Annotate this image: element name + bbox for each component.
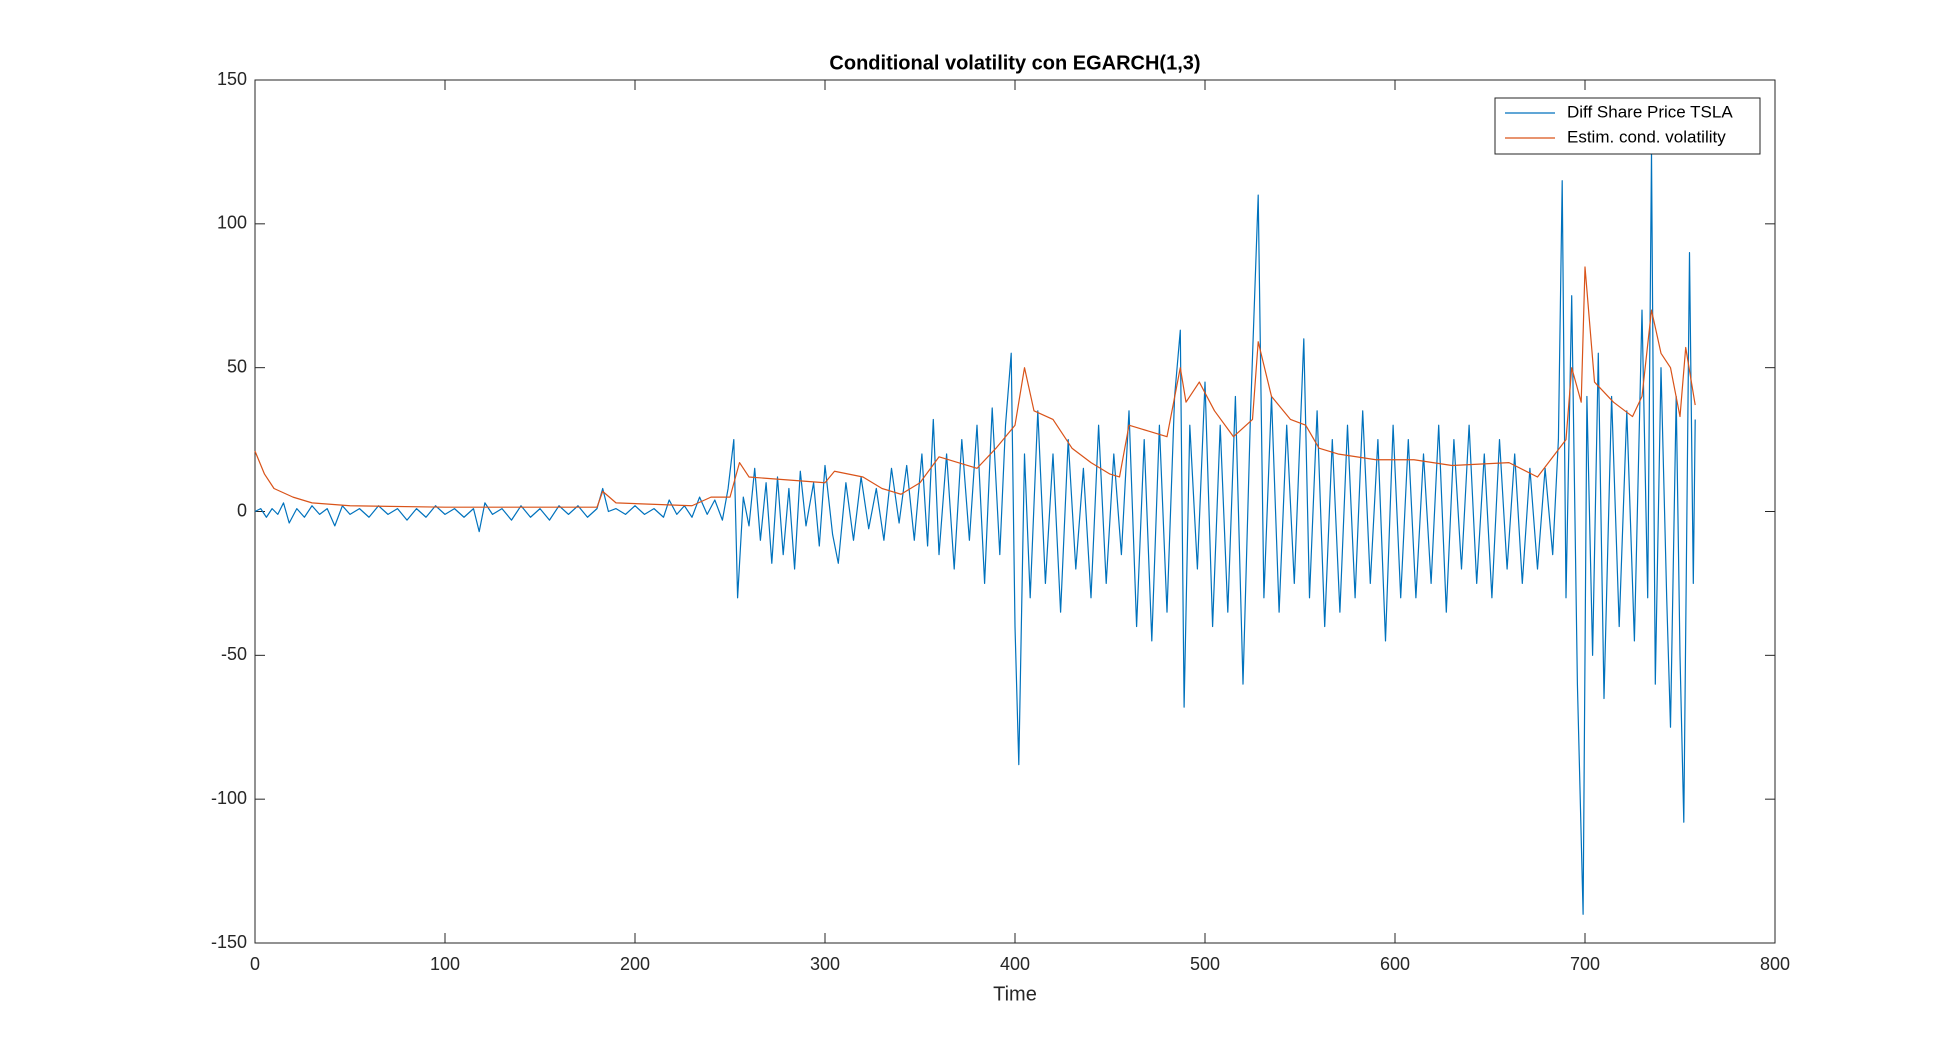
y-tick-label: 50 <box>227 356 247 376</box>
plot-area <box>254 79 1776 944</box>
series-line <box>254 266 1696 508</box>
x-tick-label: 200 <box>620 954 650 974</box>
legend-label: Estim. cond. volatility <box>1567 127 1726 146</box>
x-axis-label: Time <box>993 983 1037 1005</box>
x-tick-label: 0 <box>250 954 260 974</box>
y-tick-label: 100 <box>217 213 247 233</box>
x-tick-label: 300 <box>810 954 840 974</box>
y-tick-label: -100 <box>211 788 247 808</box>
legend-label: Diff Share Price TSLA <box>1567 102 1733 121</box>
chart-title: Conditional volatility con EGARCH(1,3) <box>829 52 1200 74</box>
x-tick-label: 600 <box>1380 954 1410 974</box>
x-tick-label: 800 <box>1760 954 1790 974</box>
legend-box <box>1494 97 1761 155</box>
x-tick-label: 400 <box>1000 954 1030 974</box>
y-tick-label: 0 <box>237 500 247 520</box>
x-tick-label: 700 <box>1570 954 1600 974</box>
series-line <box>254 151 1696 915</box>
y-tick-label: 150 <box>217 69 247 89</box>
y-tick-label: -150 <box>211 932 247 952</box>
y-tick-label: -50 <box>221 644 247 664</box>
x-tick-label: 100 <box>430 954 460 974</box>
x-tick-label: 500 <box>1190 954 1220 974</box>
